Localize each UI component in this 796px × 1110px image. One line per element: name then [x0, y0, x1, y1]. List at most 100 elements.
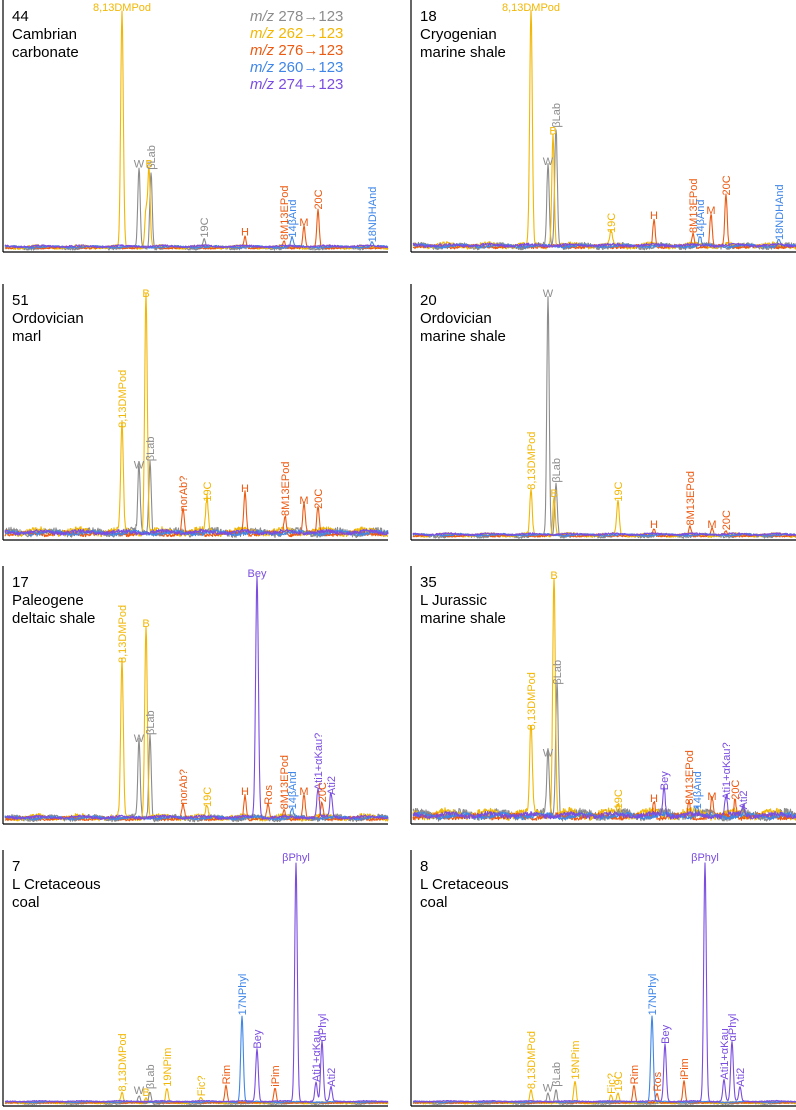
panel-traces — [4, 576, 389, 823]
legend-entry: m/z 274→123 — [250, 76, 343, 93]
panel-axes — [2, 566, 388, 825]
panel-axes — [2, 284, 388, 541]
legend-mz: m/z — [250, 42, 275, 59]
legend-entry: m/z 278→123 — [250, 8, 343, 25]
peak-label: B — [142, 618, 149, 630]
trace-blue — [4, 235, 389, 249]
peak-label: 17NPhyl — [237, 974, 249, 1016]
sample-description: marine shale — [420, 328, 506, 345]
peak-label: H — [241, 483, 249, 495]
legend-mz: m/z — [250, 8, 275, 25]
sample-description: Cryogenian — [420, 26, 497, 43]
panel-traces — [412, 862, 796, 1106]
peak-label: 8M13EPod — [279, 755, 291, 809]
trace-blue — [412, 236, 796, 249]
panel-axes — [410, 850, 796, 1107]
sample-number: 17 — [12, 574, 29, 591]
peak-label: 8M13EPod — [279, 186, 291, 240]
panel-axes — [410, 0, 796, 253]
peak-label: 18NDHAnd — [367, 187, 379, 243]
peak-label: 19NPim — [162, 1048, 174, 1087]
trace-yellow — [412, 488, 796, 538]
sample-number: 51 — [12, 292, 29, 309]
panel-axes — [410, 566, 796, 825]
sample-number: 35 — [420, 574, 437, 591]
peak-label: βPhyl — [282, 852, 310, 864]
peak-label: 17NPhyl — [647, 974, 659, 1016]
peak-label: Ros — [263, 785, 275, 805]
peak-label: 20C — [313, 489, 325, 509]
peak-label: Ati2 — [326, 776, 338, 795]
trace-purple — [412, 862, 796, 1103]
panel-traces — [4, 293, 389, 538]
trace-purple — [412, 785, 796, 820]
legend-transition: 274→123 — [274, 76, 343, 93]
peak-label: W — [543, 156, 554, 168]
sample-description: deltaic shale — [12, 610, 95, 627]
peak-label: 8,13DMPod — [93, 2, 151, 14]
sample-description: marine shale — [420, 610, 506, 627]
peak-label: M — [299, 786, 308, 798]
trace-orange — [412, 193, 796, 250]
trace-purple — [412, 532, 796, 537]
peak-label: Bey — [659, 771, 671, 790]
peak-label: βLab — [551, 458, 563, 483]
trace-purple — [412, 242, 796, 248]
peak-label: W — [543, 1082, 554, 1094]
sample-number: 44 — [12, 8, 29, 25]
peak-label: B — [142, 288, 149, 300]
peak-label: 20C — [317, 782, 329, 802]
sample-description: L Cretaceous — [420, 876, 509, 893]
sample-number: 18 — [420, 8, 437, 25]
peak-label: 14βAnd — [287, 771, 299, 809]
peak-label: Rim — [629, 1065, 641, 1085]
peak-label: 14βAnd — [695, 199, 707, 237]
peak-label: 8,13DMPod — [502, 2, 560, 14]
peak-label: 14βAnd — [287, 199, 299, 237]
sample-description: Ordovician — [420, 310, 492, 327]
panel-axes — [2, 850, 388, 1107]
peak-label: Ati1+αKau? — [721, 742, 733, 799]
peak-label: M — [706, 205, 715, 217]
peak-label: W — [134, 459, 145, 471]
panel-traces — [412, 296, 796, 539]
peak-label: Fic? — [196, 1075, 208, 1096]
trace-gray — [4, 167, 389, 251]
panel-traces — [4, 10, 389, 251]
peak-label: 14βAnd — [692, 771, 704, 809]
peak-label: Rim — [221, 1065, 233, 1085]
trace-blue — [4, 529, 389, 537]
peak-label: iPim — [270, 1065, 282, 1086]
peak-label: Ros — [652, 1071, 664, 1091]
peak-label: βLab — [146, 145, 158, 170]
peak-label: norAb? — [178, 769, 190, 804]
peak-label: 8,13DMPod — [117, 605, 129, 663]
trace-blue — [4, 807, 389, 821]
peak-label: Fic? — [606, 1073, 618, 1094]
legend-transition: 262→123 — [274, 25, 343, 42]
peak-label: 20C — [313, 189, 325, 209]
peak-label: H — [241, 786, 249, 798]
peak-label: 8,13DMPod — [526, 1031, 538, 1089]
legend-entry: m/z 262→123 — [250, 25, 343, 42]
panel-traces — [4, 862, 389, 1106]
trace-blue — [412, 806, 796, 821]
peak-label: 18NDHAnd — [774, 184, 786, 240]
peak-label: W — [134, 733, 145, 745]
sample-number: 20 — [420, 292, 437, 309]
peak-label: B — [142, 1087, 149, 1099]
sample-number: 7 — [12, 858, 20, 875]
peak-label: W — [134, 158, 145, 170]
peak-label: Bey — [252, 1029, 264, 1048]
sample-description: coal — [12, 894, 40, 911]
sample-description: marine shale — [420, 44, 506, 61]
